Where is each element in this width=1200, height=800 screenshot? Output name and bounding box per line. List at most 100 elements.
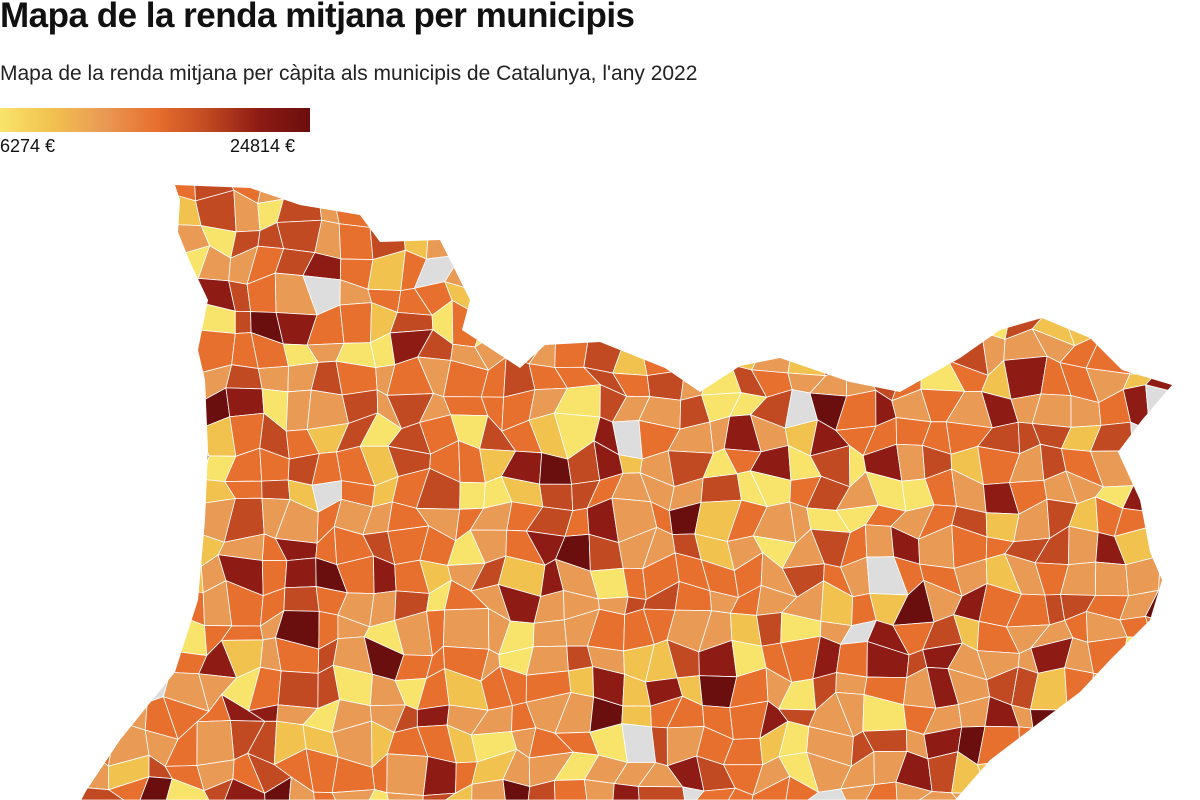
municipality-region[interactable] — [498, 256, 537, 291]
municipality-region[interactable] — [442, 608, 490, 650]
municipality-region[interactable] — [80, 693, 121, 725]
municipality-region[interactable] — [892, 162, 925, 208]
municipality-region[interactable] — [418, 190, 460, 224]
municipality-region[interactable] — [107, 271, 153, 309]
municipality-region[interactable] — [1032, 783, 1077, 800]
municipality-region[interactable] — [445, 162, 483, 197]
municipality-region[interactable] — [1178, 428, 1200, 451]
municipality-region[interactable] — [864, 524, 895, 558]
municipality-region[interactable] — [1177, 450, 1200, 475]
municipality-region[interactable] — [528, 278, 573, 315]
municipality-region[interactable] — [677, 246, 714, 284]
municipality-region[interactable] — [471, 778, 506, 800]
municipality-region[interactable] — [921, 275, 966, 320]
municipality-region[interactable] — [64, 308, 86, 340]
municipality-region[interactable] — [1032, 727, 1072, 768]
municipality-region[interactable] — [91, 503, 120, 543]
municipality-region[interactable] — [1132, 450, 1149, 487]
municipality-region[interactable] — [652, 187, 686, 235]
municipality-region[interactable] — [110, 590, 150, 628]
municipality-region[interactable] — [1043, 166, 1076, 207]
municipality-region[interactable] — [1144, 760, 1190, 790]
municipality-region[interactable] — [1182, 527, 1200, 571]
municipality-region[interactable] — [1064, 667, 1094, 711]
municipality-region[interactable] — [138, 258, 180, 291]
municipality-region[interactable] — [610, 201, 656, 229]
municipality-region[interactable] — [525, 645, 569, 676]
municipality-region[interactable] — [119, 360, 150, 392]
municipality-region[interactable] — [1038, 248, 1078, 289]
municipality-region[interactable] — [923, 162, 966, 208]
municipality-region[interactable] — [958, 276, 991, 321]
municipality-region[interactable] — [84, 337, 122, 362]
municipality-region[interactable] — [612, 783, 640, 800]
municipality-region[interactable] — [1171, 245, 1200, 291]
municipality-region[interactable] — [276, 187, 323, 223]
municipality-region[interactable] — [951, 249, 993, 279]
municipality-region[interactable] — [554, 329, 589, 368]
municipality-region[interactable] — [751, 775, 791, 800]
municipality-region[interactable] — [805, 192, 851, 236]
municipality-region[interactable] — [480, 187, 507, 235]
municipality-region[interactable] — [143, 554, 168, 592]
municipality-region[interactable] — [672, 164, 712, 199]
municipality-region[interactable] — [138, 279, 181, 315]
municipality-region[interactable] — [165, 565, 204, 594]
municipality-region[interactable] — [1004, 273, 1043, 318]
municipality-region[interactable] — [621, 723, 657, 763]
municipality-region[interactable] — [675, 187, 715, 235]
municipality-region[interactable] — [1176, 617, 1200, 644]
municipality-region[interactable] — [588, 246, 628, 280]
municipality-region[interactable] — [918, 791, 959, 800]
municipality-region[interactable] — [793, 251, 825, 289]
municipality-region[interactable] — [84, 304, 122, 340]
municipality-region[interactable] — [805, 221, 851, 259]
municipality-region[interactable] — [84, 271, 119, 309]
municipality-region[interactable] — [1179, 706, 1200, 737]
municipality-region[interactable] — [618, 278, 647, 314]
municipality-region[interactable] — [63, 528, 93, 571]
municipality-region[interactable] — [787, 330, 827, 377]
municipality-region[interactable] — [163, 467, 204, 516]
municipality-region[interactable] — [140, 367, 178, 403]
municipality-region[interactable] — [333, 164, 368, 200]
municipality-region[interactable] — [1057, 229, 1104, 254]
municipality-region[interactable] — [458, 222, 488, 256]
municipality-region[interactable] — [1157, 524, 1187, 573]
municipality-region[interactable] — [57, 226, 92, 260]
municipality-region[interactable] — [570, 251, 600, 281]
municipality-region[interactable] — [756, 612, 783, 647]
municipality-region[interactable] — [646, 369, 686, 401]
municipality-region[interactable] — [538, 299, 563, 343]
municipality-region[interactable] — [105, 221, 150, 259]
municipality-region[interactable] — [1176, 638, 1200, 670]
municipality-region[interactable] — [288, 776, 315, 800]
municipality-region[interactable] — [476, 251, 515, 292]
municipality-region[interactable] — [505, 218, 546, 261]
municipality-region[interactable] — [505, 187, 546, 225]
municipality-region[interactable] — [360, 164, 400, 193]
municipality-region[interactable] — [566, 230, 601, 254]
municipality-region[interactable] — [700, 473, 742, 503]
municipality-region[interactable] — [821, 251, 842, 281]
municipality-region[interactable] — [64, 277, 87, 314]
municipality-region[interactable] — [553, 779, 588, 800]
municipality-region[interactable] — [1122, 764, 1150, 793]
municipality-region[interactable] — [225, 387, 265, 418]
municipality-region[interactable] — [785, 775, 820, 800]
municipality-region[interactable] — [637, 253, 682, 288]
municipality-region[interactable] — [53, 641, 81, 673]
municipality-region[interactable] — [1147, 194, 1179, 232]
municipality-region[interactable] — [977, 758, 1021, 795]
municipality-region[interactable] — [845, 328, 867, 368]
municipality-region[interactable] — [1029, 709, 1073, 736]
municipality-region[interactable] — [1043, 763, 1077, 793]
municipality-region[interactable] — [638, 303, 681, 343]
municipality-region[interactable] — [366, 188, 404, 230]
municipality-region[interactable] — [151, 174, 169, 208]
municipality-region[interactable] — [983, 785, 1017, 800]
municipality-region[interactable] — [951, 233, 993, 255]
municipality-region[interactable] — [1091, 786, 1130, 800]
municipality-region[interactable] — [1091, 724, 1135, 767]
municipality-region[interactable] — [1174, 329, 1200, 370]
